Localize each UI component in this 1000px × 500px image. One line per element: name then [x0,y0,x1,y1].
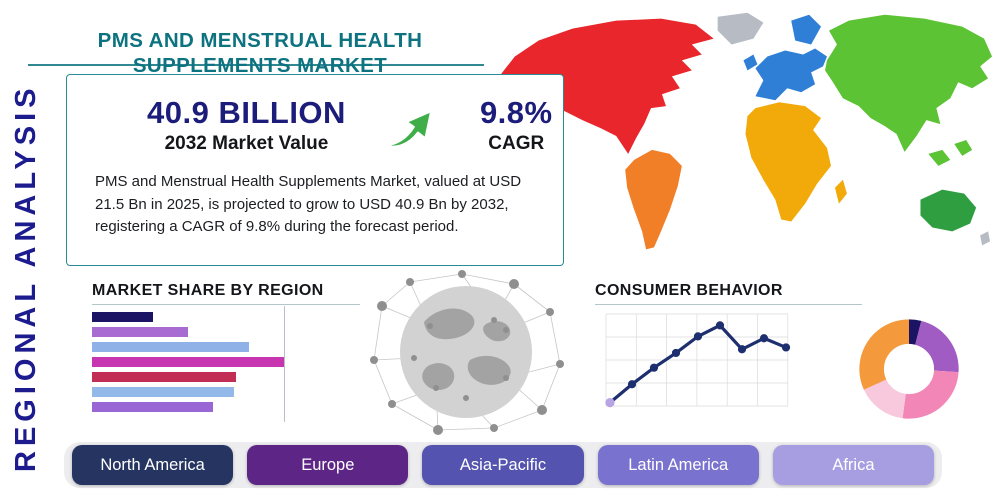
islands-southeast-asia-2 [954,139,973,156]
region-scandinavia [791,14,822,45]
donut-slice [859,319,959,419]
region-button-bar: North America Europe Asia-Pacific Latin Ame… [64,442,942,488]
network-nodes [370,270,564,435]
globe-continents [422,308,511,391]
line-point [737,345,747,354]
bar [92,327,188,337]
islands-new-zealand [980,231,991,246]
world-map [496,12,993,250]
regional-analysis-label: REGIONAL ANALYSIS [10,83,42,473]
bar [92,312,154,322]
continent-europe [755,48,828,101]
region-button-north-america[interactable]: North America [72,445,234,485]
stats-panel: 40.9 BILLION 2032 Market Value 9.8% CAGR… [66,74,564,266]
line-point [627,380,637,389]
continent-australia [920,189,977,232]
region-button-latin-america[interactable]: Latin America [597,445,759,485]
bar [92,342,250,352]
line-point [605,398,615,408]
region-button-asia-pacific[interactable]: Asia-Pacific [422,445,584,485]
line-point [649,363,659,372]
continent-south-america [625,149,682,250]
continent-asia [825,14,993,152]
islands-southeast-asia-1 [928,149,951,166]
bar [92,372,236,382]
line-point [715,321,725,330]
donut-slice [859,319,959,419]
consumer-behavior-line-chart [605,313,791,408]
market-share-heading: MARKET SHARE BY REGION [92,282,324,299]
continent-north-america [496,18,714,154]
cagr-value: 9.8% [479,95,553,130]
bar [92,357,284,367]
island-greenland [717,12,764,45]
market-description: PMS and Menstrual Health Supplements Mar… [95,173,522,235]
growth-arrow-icon [383,110,433,148]
cagr-block: 9.8% CAGR [480,95,553,155]
island-madagascar [834,179,847,204]
region-button-europe[interactable]: Europe [247,445,409,485]
line-point [781,343,791,352]
consumer-behavior-underline [595,304,862,305]
bar [92,402,213,412]
consumer-behavior-heading: CONSUMER BEHAVIOR [595,282,783,299]
donut-slice [859,319,959,419]
title-underline [28,64,484,66]
market-value-caption: 2032 Market Value [164,133,329,154]
bar [92,387,235,397]
market-value: 40.9 BILLION [147,95,346,130]
market-share-bar-chart [92,306,285,422]
cagr-caption: CAGR [488,133,545,154]
line-point [671,348,681,358]
page-title: PMS AND MENSTRUAL HEALTH SUPPLEMENTS MAR… [97,28,423,78]
stats-row: 40.9 BILLION 2032 Market Value 9.8% CAGR [67,75,563,155]
island-uk [743,54,758,71]
market-value-block: 40.9 BILLION 2032 Market Value [147,95,346,155]
line-point [759,334,769,343]
globe-network-graphic [370,270,564,435]
continent-africa [745,102,831,222]
market-share-donut-chart [859,319,959,419]
region-button-africa[interactable]: Africa [772,445,935,485]
market-share-underline [92,304,360,305]
line-point [693,332,703,341]
